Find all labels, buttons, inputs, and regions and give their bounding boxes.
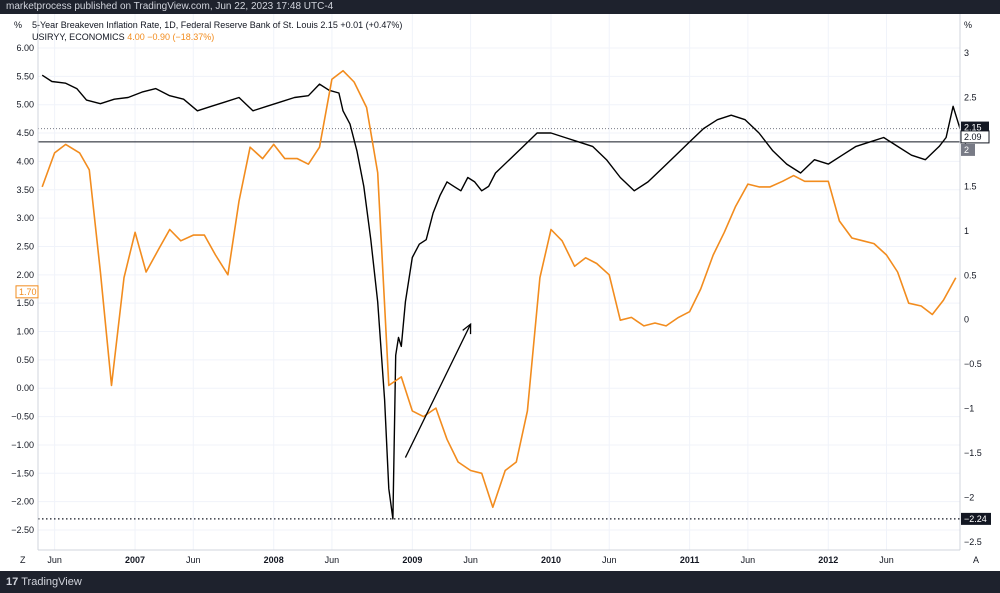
x-tick-label: Jun	[879, 555, 894, 565]
legend-series-2-name: USIRYY, ECONOMICS	[32, 32, 128, 42]
x-tick-label: Jun	[741, 555, 756, 565]
chart-area[interactable]: 6.00 5.50 5.00 4.50 4.00 3.50 3.00 2.50 2.00 1.50…	[0, 14, 1000, 571]
left-tick-label: 0.00	[16, 383, 34, 393]
right-tick-label: 0	[964, 315, 969, 325]
badge-level-b: 2	[961, 143, 975, 156]
left-unit-label: %	[14, 20, 22, 30]
x-tick-label: Jun	[602, 555, 617, 565]
right-tick-label: −2	[964, 493, 974, 503]
x-tick-label: Jun	[186, 555, 201, 565]
left-tick-label: −1.50	[11, 468, 34, 478]
published-header: marketprocess published on TradingView.c…	[0, 0, 1000, 14]
left-tick-label: 5.00	[16, 100, 34, 110]
arrow-shaft	[404, 323, 472, 458]
legend-series-2[interactable]: USIRYY, ECONOMICS 4.00 −0.90 (−18.37%)	[32, 32, 214, 43]
tradingview-brand-text: TradingView	[21, 576, 82, 588]
x-tick-label: Jun	[463, 555, 478, 565]
left-tick-label: 0.50	[16, 355, 34, 365]
legend-series-2-value: 4.00 −0.90 (−18.37%)	[127, 32, 215, 42]
right-tick-label: −1	[964, 404, 974, 414]
badge-orange-value: 1.70	[15, 285, 39, 299]
left-tick-label: 6.00	[16, 43, 34, 53]
badge-orange-value-text: 1.70	[19, 287, 37, 297]
x-tick-label: Jun	[47, 555, 62, 565]
arrow-head	[462, 322, 472, 335]
right-tick-label: 1	[964, 226, 969, 236]
legend-series-1[interactable]: 5-Year Breakeven Inflation Rate, 1D, Fed…	[32, 20, 403, 30]
x-tick-label: 2011	[680, 555, 700, 565]
breakeven-series-line	[41, 74, 961, 520]
reference-lines	[38, 128, 960, 520]
right-unit-label: %	[964, 20, 972, 30]
published-text: marketprocess published on TradingView.c…	[6, 1, 334, 12]
grid	[38, 14, 960, 550]
right-tick-label: −1.5	[964, 448, 982, 458]
zoom-z-button[interactable]: Z	[20, 555, 26, 565]
usiryy-series-line	[41, 69, 957, 509]
badge-level-a-bg	[960, 130, 990, 144]
right-tick-label: 0.5	[964, 270, 977, 280]
left-tick-label: 3.00	[16, 213, 34, 223]
tradingview-logo[interactable]: 17 TradingView	[6, 575, 82, 589]
series-layer	[41, 69, 961, 520]
badge-level-b-bg	[961, 143, 975, 156]
left-tick-label: −1.00	[11, 440, 34, 450]
x-tick-label: 2010	[541, 555, 561, 565]
left-tick-label: 2.00	[16, 270, 34, 280]
chart-svg: 6.005.505.004.504.003.503.002.502.001.50…	[11, 14, 991, 565]
x-tick-label: 2012	[818, 555, 838, 565]
left-tick-label: −0.50	[11, 412, 34, 422]
badge-orange-value-bg	[15, 285, 39, 299]
badge-low-value-text: −2.24	[964, 514, 987, 524]
left-tick-label: 1.00	[16, 327, 34, 337]
left-tick-label: 4.50	[16, 128, 34, 138]
x-tick-label: 2008	[264, 555, 284, 565]
badge-last-value-text: 2.15	[964, 123, 982, 133]
axes	[37, 14, 961, 551]
badge-level-a: 2.09	[960, 130, 990, 144]
badge-level-a-text: 2.09	[964, 132, 982, 142]
left-tick-label: 1.50	[16, 298, 34, 308]
left-tick-label: 3.50	[16, 185, 34, 195]
x-axis-ticks[interactable]: Jun 2007 Jun 2008 Jun 2009 Jun 2010 Jun 2011 Jun 20…	[47, 555, 893, 565]
right-tick-label: 2.5	[964, 92, 977, 102]
left-axis-ticks[interactable]: 6.00 5.50 5.00 4.50 4.00 3.50 3.00 2.50 2.00 1.50…	[11, 43, 34, 535]
x-tick-label: 2009	[402, 555, 422, 565]
left-tick-label: 4.00	[16, 156, 34, 166]
right-tick-label: 3	[964, 48, 969, 58]
badge-low-value-bg	[961, 512, 991, 525]
auto-scale-button[interactable]: A	[973, 555, 979, 565]
price-badges: 2.152.09 2 −2.24 1.70	[15, 121, 991, 525]
annotation-layer	[404, 322, 472, 458]
tradingview-logo-icon: 17	[6, 576, 19, 588]
badge-level-b-text: 2	[964, 145, 969, 155]
left-tick-label: 2.50	[16, 241, 34, 251]
right-tick-label: −2.5	[964, 537, 982, 547]
left-tick-label: −2.50	[11, 525, 34, 535]
right-tick-label: 1.5	[964, 181, 977, 191]
left-tick-label: 5.50	[16, 71, 34, 81]
x-tick-label: 2007	[125, 555, 145, 565]
right-tick-label: −0.5	[964, 359, 982, 369]
badge-low-value: −2.24	[961, 512, 991, 525]
footer: 17 TradingView	[0, 571, 1000, 593]
left-tick-label: −2.00	[11, 497, 34, 507]
x-tick-label: Jun	[325, 555, 340, 565]
